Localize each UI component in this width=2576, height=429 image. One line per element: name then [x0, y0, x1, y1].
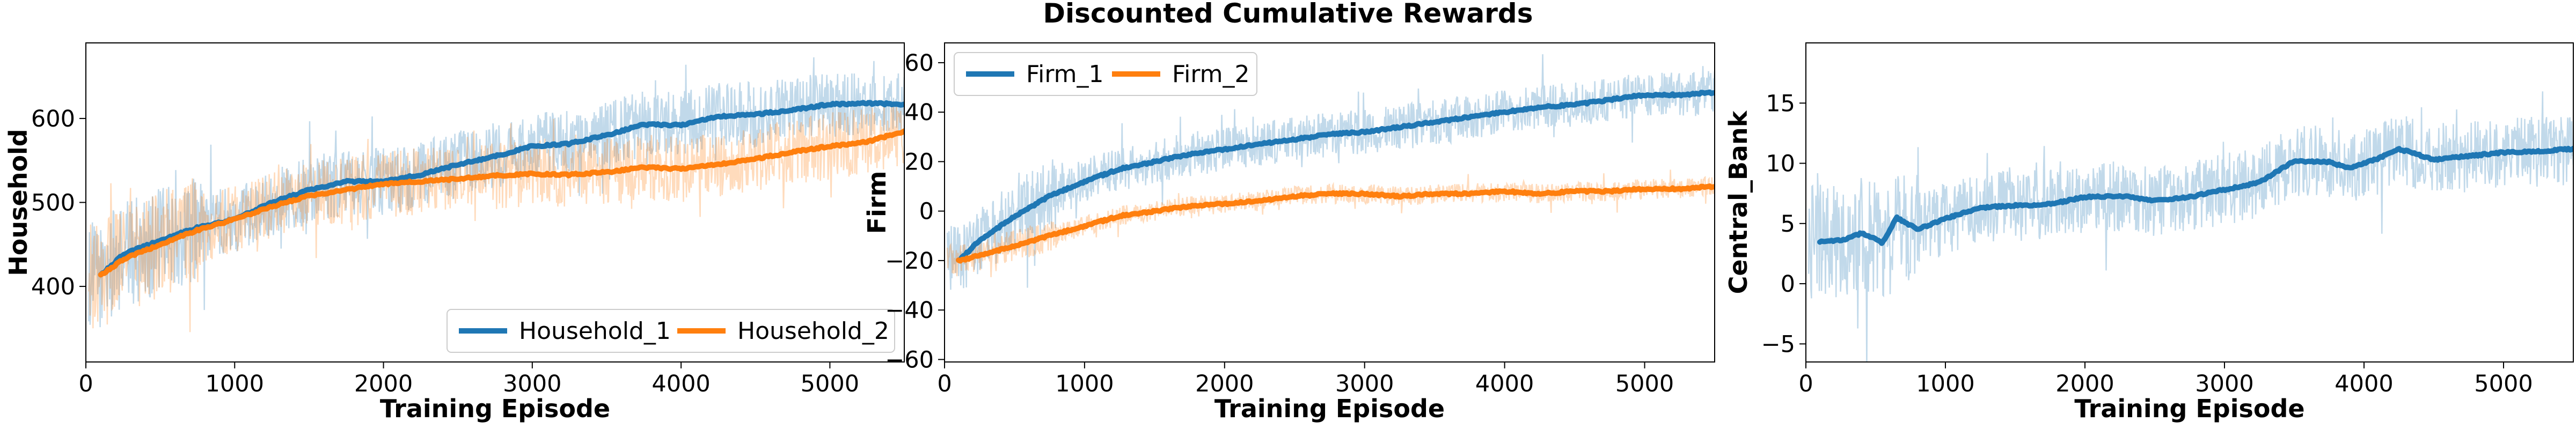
x-tick-label: 5000	[1615, 371, 1674, 397]
x-tick-label: 0	[937, 371, 952, 397]
x-tick-label: 1000	[1055, 371, 1114, 397]
axes-frame	[1805, 42, 2574, 363]
y-tick-label: 400	[31, 273, 75, 300]
x-tick-label: 2000	[1195, 371, 1254, 397]
plot-area	[1807, 91, 2573, 362]
x-tick-label: 5000	[801, 371, 859, 397]
legend-label: Firm_1	[1026, 61, 1104, 88]
chart-title: Discounted Cumulative Rewards	[1043, 0, 1533, 29]
legend-label: Household_1	[519, 317, 671, 345]
x-tick-label: 0	[78, 371, 93, 397]
series-line-firm-2	[956, 183, 1715, 264]
x-tick-label: 5000	[2474, 371, 2533, 397]
y-tick-label: 60	[904, 50, 934, 77]
y-tick-label: −20	[885, 248, 934, 275]
x-tick-label: 1000	[206, 371, 264, 397]
y-axis-label: Household	[4, 129, 33, 276]
x-axis-label: Training Episode	[1214, 394, 1445, 423]
raw-trace-central-bank	[1807, 91, 2573, 362]
x-tick-label: 4000	[652, 371, 710, 397]
plot-area	[946, 54, 1715, 290]
y-tick-label: 0	[1781, 271, 1795, 298]
y-tick-label: 40	[904, 99, 934, 126]
plot-area	[88, 57, 904, 332]
y-tick-label: 15	[1766, 90, 1795, 117]
series-line-household-2	[98, 128, 904, 278]
x-axis-label: Training Episode	[380, 394, 610, 423]
y-tick-label: 0	[919, 198, 934, 225]
y-tick-label: −40	[885, 297, 934, 324]
x-tick-label: 2000	[2055, 371, 2114, 397]
series-line-firm-1	[956, 89, 1715, 263]
legend: Firm_1 Firm_2	[954, 52, 1257, 96]
raw-trace-firm-1	[946, 54, 1715, 290]
y-tick-label: −5	[1761, 331, 1795, 358]
x-tick-label: 3000	[503, 371, 561, 397]
axes-frame	[944, 42, 1715, 363]
legend-box	[954, 52, 1257, 96]
x-tick-label: 0	[1798, 371, 1813, 397]
x-tick-label: 3000	[2195, 371, 2253, 397]
subplot-1: 0 1000 2000 3000 4000 5000 400 500 600 Training E…	[4, 42, 905, 423]
x-tick-label: 3000	[1335, 371, 1394, 397]
y-tick-label: 600	[31, 106, 75, 132]
x-tick-label: 2000	[354, 371, 413, 397]
subplot-2: 0 1000 2000 3000 4000 5000 −60 −40 −20 0 20 40 60 Tra…	[862, 42, 1715, 423]
y-tick-label: −60	[885, 346, 934, 373]
legend-label: Household_2	[737, 317, 889, 345]
raw-trace-household-2	[88, 103, 904, 332]
y-axis-label: Central_Bank	[1724, 110, 1753, 294]
x-axis-label: Training Episode	[2074, 394, 2304, 423]
x-tick-label: 4000	[1475, 371, 1534, 397]
x-tick-label: 4000	[2334, 371, 2393, 397]
y-tick-label: 20	[904, 149, 934, 175]
legend-label: Firm_2	[1172, 61, 1250, 88]
y-axis-label: Firm	[862, 171, 891, 234]
legend: Household_1 Household_2	[447, 309, 895, 353]
legend-box	[447, 309, 895, 353]
y-tick-label: 10	[1766, 151, 1795, 177]
series-line-central-bank	[1817, 145, 2573, 246]
y-tick-label: 500	[31, 190, 75, 217]
x-tick-label: 1000	[1916, 371, 1974, 397]
y-tick-label: 5	[1781, 211, 1795, 238]
raw-trace-household-1	[88, 57, 904, 328]
